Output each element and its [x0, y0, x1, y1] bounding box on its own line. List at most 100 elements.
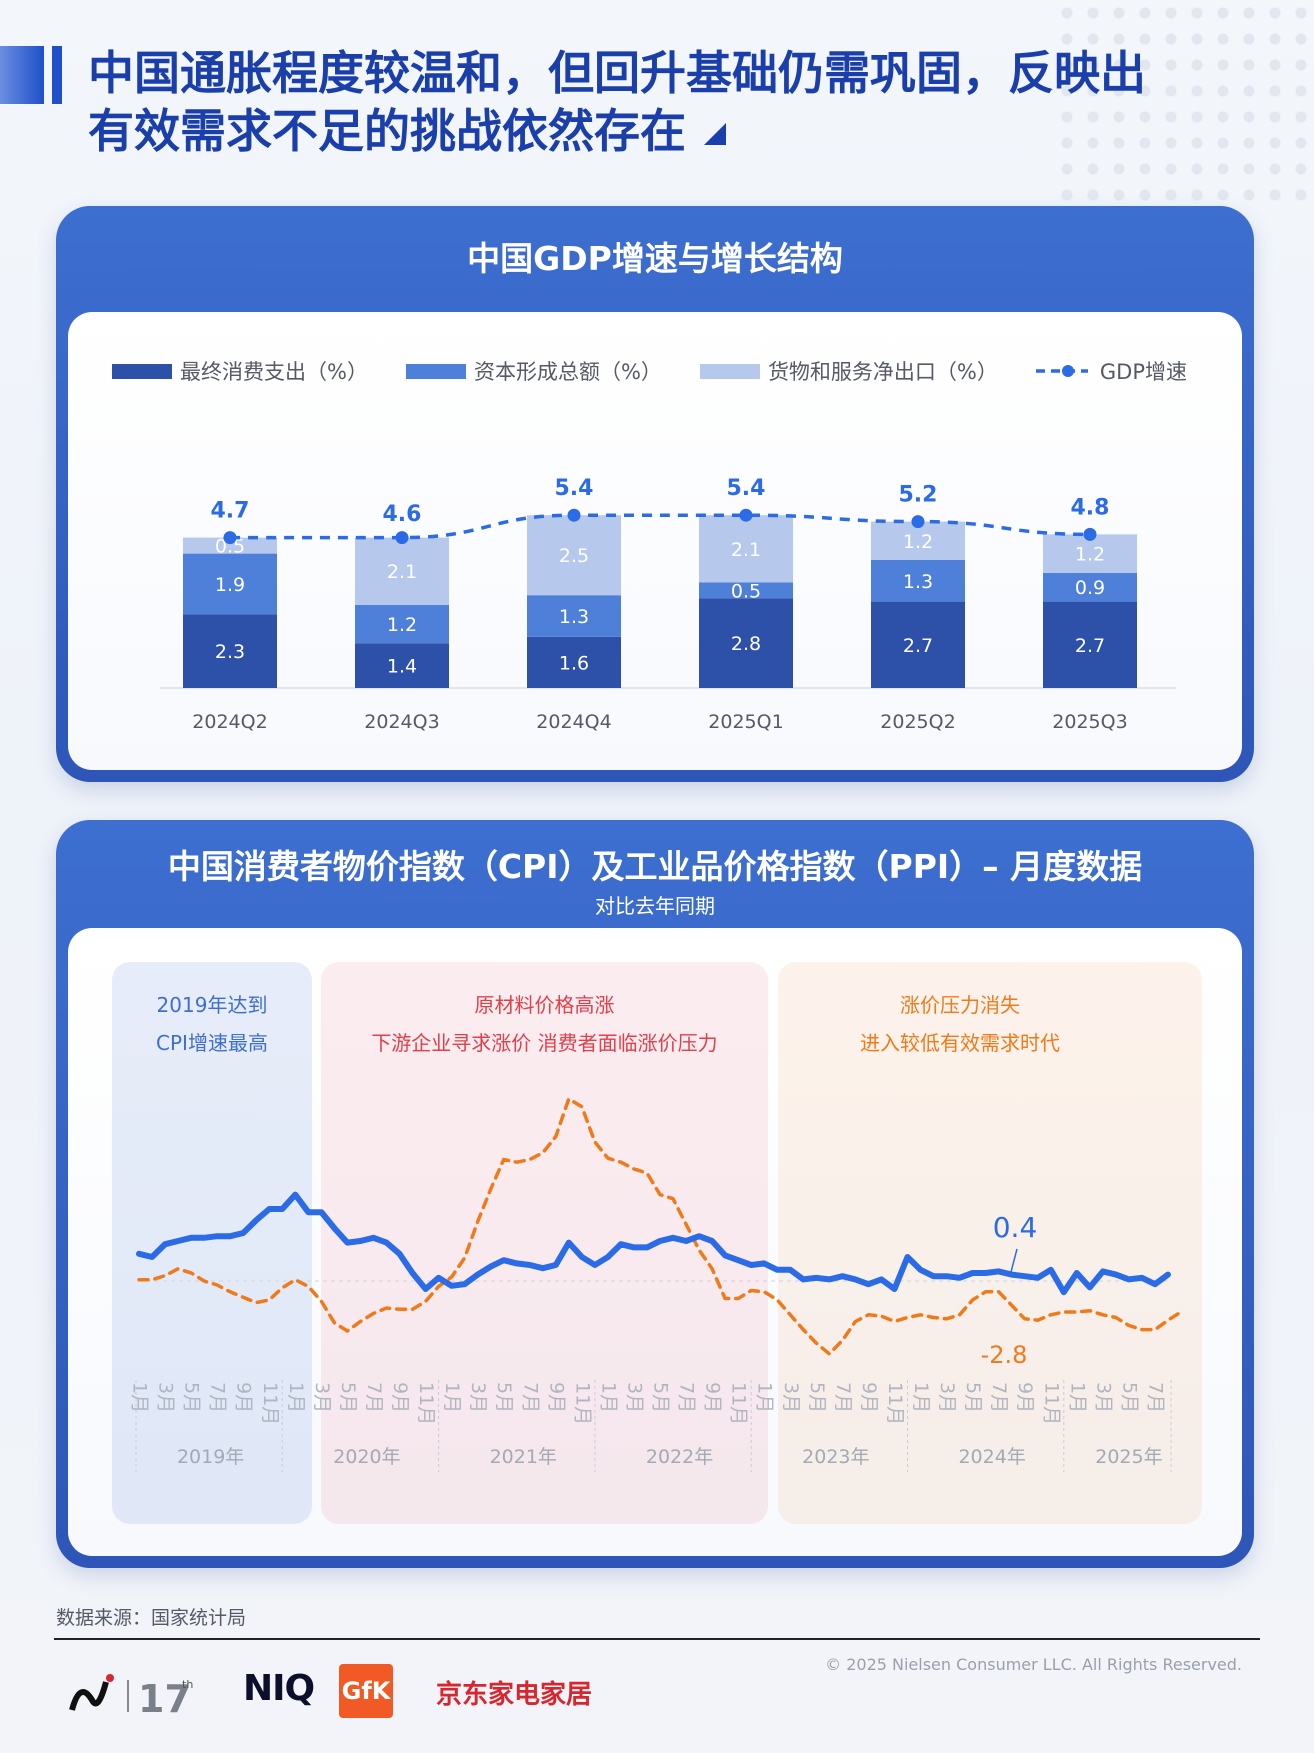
- region-low-demand-line1: 涨价压力消失: [900, 993, 1020, 1017]
- cpi-line: [136, 1191, 1171, 1296]
- bar-label-2024Q3-s0: 1.4: [387, 656, 417, 678]
- bar-label-2025Q1-s1: 0.5: [731, 580, 761, 602]
- copyright: © 2025 Nielsen Consumer LLC. All Rights …: [825, 1655, 1242, 1674]
- bar-label-2024Q4-s2: 2.5: [559, 545, 589, 567]
- year-label-2024年: 2024年: [958, 1446, 1025, 1468]
- page-title-line1: 中国通胀程度较温和，但回升基础仍需巩固，反映出: [88, 46, 1146, 100]
- bar-label-2025Q2-s0: 2.7: [903, 635, 933, 657]
- bar-2024Q3-s1: [355, 604, 449, 644]
- month-tick-1-5: 11月: [415, 1382, 437, 1425]
- x-tick-2024Q4: 2024Q4: [536, 711, 611, 733]
- month-tick-2-0: 1月: [441, 1382, 463, 1413]
- bar-label-2024Q2-s2: 0.5: [215, 536, 245, 558]
- cpi-panel-subtitle: 对比去年同期: [595, 894, 715, 918]
- ppi-last-value: -2.8: [981, 1341, 1028, 1369]
- month-tick-4-4: 9月: [858, 1382, 880, 1413]
- gfk-logo: GfK: [339, 1664, 393, 1718]
- bar-2024Q4-s0: [527, 636, 621, 688]
- legend-label-consumption: 最终消费支出（%）: [180, 360, 368, 384]
- bar-label-2024Q2-s0: 2.3: [215, 641, 245, 663]
- month-tick-0-5: 11月: [259, 1382, 281, 1425]
- region-price-surge-line2: 下游企业寻求涨价 消费者面临涨价压力: [371, 1031, 718, 1055]
- title-accent-bar: [0, 46, 62, 104]
- bar-label-2025Q3-s0: 2.7: [1075, 635, 1105, 657]
- gdp-point-2024Q3: [395, 531, 409, 545]
- month-tick-1-4: 9月: [389, 1382, 411, 1413]
- month-tick-6-1: 3月: [1092, 1382, 1114, 1413]
- month-tick-6-2: 5月: [1118, 1382, 1140, 1413]
- year-label-2022年: 2022年: [646, 1446, 713, 1468]
- cpi-panel: 中国消费者物价指数（CPI）及工业品价格指数（PPI）– 月度数据 对比去年同期: [56, 820, 1254, 1568]
- legend-gdp: GDP增速: [1035, 356, 1188, 386]
- bar-label-2025Q1-s2: 2.1: [731, 539, 761, 561]
- month-tick-0-1: 3月: [155, 1382, 177, 1413]
- region-2019: 2019年达到 CPI增速最高: [112, 962, 312, 1524]
- bar-2025Q1-s0: [699, 598, 793, 688]
- gdp-growth-line: [230, 513, 1091, 540]
- month-tick-0-3: 7月: [207, 1382, 229, 1413]
- bar-label-2024Q2-s1: 1.9: [215, 574, 245, 596]
- month-tick-5-3: 7月: [988, 1382, 1010, 1413]
- x-tick-2025Q3: 2025Q3: [1052, 711, 1127, 733]
- x-tick-2024Q2: 2024Q2: [192, 711, 267, 733]
- bar-label-2024Q3-s2: 2.1: [387, 561, 417, 583]
- month-tick-2-4: 9月: [545, 1382, 567, 1413]
- year-label-2020年: 2020年: [333, 1446, 400, 1468]
- bar-2025Q1-s1: [699, 582, 793, 599]
- legend-swatch-capital: [405, 363, 466, 379]
- jd-home-logo: 京东家电家居: [436, 1680, 593, 1710]
- bar-label-2025Q1-s0: 2.8: [731, 633, 761, 655]
- bar-2024Q2-s1: [183, 553, 277, 615]
- redtop-logo: 17 th: [69, 1674, 193, 1720]
- footer-divider: [54, 1638, 1260, 1640]
- cpi-callout-line: [1010, 1248, 1018, 1273]
- year-label-2023年: 2023年: [802, 1446, 869, 1468]
- legend-swatch-gdp: [1035, 365, 1088, 377]
- month-tick-1-2: 5月: [337, 1382, 359, 1413]
- legend-consumption: 最终消费支出（%）: [112, 356, 368, 386]
- bar-2024Q4-s1: [527, 595, 621, 637]
- month-tick-0-4: 9月: [233, 1382, 255, 1413]
- bar-2025Q2-s0: [871, 601, 965, 688]
- month-tick-1-1: 3月: [311, 1382, 333, 1413]
- ppi-line: [137, 1097, 1183, 1356]
- region-2019-line2: CPI增速最高: [156, 1031, 268, 1055]
- x-tick-2024Q3: 2024Q3: [364, 711, 439, 733]
- gdp-point-2024Q4: [567, 508, 581, 522]
- month-tick-4-5: 11月: [884, 1382, 906, 1425]
- legend-label-gdp: GDP增速: [1099, 360, 1188, 384]
- legend-swatch-netexport: [699, 363, 760, 379]
- bar-2025Q3-s1: [1043, 572, 1137, 602]
- gdp-label-2024Q4: 5.4: [555, 476, 594, 501]
- bar-label-2024Q4-s1: 1.3: [559, 606, 589, 628]
- bar-2025Q3-s0: [1043, 601, 1137, 688]
- month-tick-4-3: 7月: [832, 1382, 854, 1413]
- decorative-dots: [1054, 0, 1314, 210]
- year-label-2025年: 2025年: [1095, 1446, 1162, 1468]
- gdp-label-2024Q3: 4.6: [383, 502, 422, 527]
- month-tick-4-2: 5月: [806, 1382, 828, 1413]
- gdp-chart: 2.3 1.9 0.5 2024Q2 1.4 1.2 2.1 2024Q3 1.6 1.3 2.5 2…: [160, 476, 1176, 733]
- legend-netexport: 货物和服务净出口（%）: [699, 356, 998, 386]
- bar-2024Q2-s2: [183, 537, 277, 554]
- legend-label-capital: 资本形成总额（%）: [473, 360, 662, 384]
- svg-text:th: th: [182, 1678, 193, 1691]
- month-tick-3-3: 7月: [676, 1382, 698, 1413]
- gdp-panel-title: 中国GDP增速与增长结构: [467, 239, 843, 278]
- x-tick-2025Q1: 2025Q1: [708, 711, 783, 733]
- month-tick-2-2: 5月: [493, 1382, 515, 1413]
- svg-text:17: 17: [138, 1677, 191, 1720]
- gdp-legend: 最终消费支出（%） 资本形成总额（%） 货物和服务净出口（%） GDP增速: [112, 356, 1225, 386]
- month-tick-3-4: 9月: [702, 1382, 724, 1413]
- x-tick-2025Q2: 2025Q2: [880, 711, 955, 733]
- gdp-label-2025Q3: 4.8: [1071, 495, 1110, 520]
- bar-2024Q3-s2: [355, 537, 449, 605]
- month-tick-0-2: 5月: [181, 1382, 203, 1413]
- bar-label-2024Q4-s0: 1.6: [559, 652, 589, 674]
- bar-label-2025Q2-s1: 1.3: [903, 571, 933, 593]
- month-tick-6-3: 7月: [1144, 1382, 1166, 1413]
- data-source: 数据来源：国家统计局: [56, 1607, 247, 1629]
- page-title: 中国通胀程度较温和，但回升基础仍需巩固，反映出 有效需求不足的挑战依然存在: [88, 44, 1268, 160]
- region-price-surge: 原材料价格高涨 下游企业寻求涨价 消费者面临涨价压力: [321, 962, 768, 1524]
